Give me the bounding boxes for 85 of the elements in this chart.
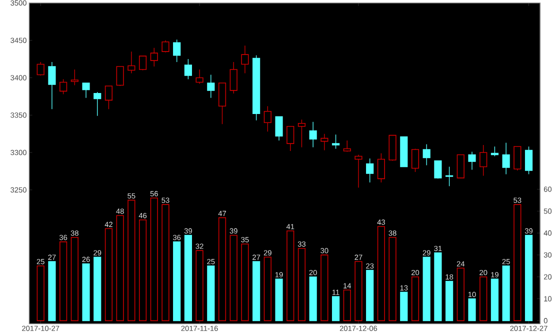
bar xyxy=(524,235,533,322)
candlestick xyxy=(184,58,192,80)
bar xyxy=(173,242,181,322)
candlestick xyxy=(173,39,181,63)
candlestick xyxy=(309,122,317,148)
candlestick xyxy=(343,140,351,152)
bar xyxy=(309,276,317,322)
candlestick xyxy=(411,148,420,172)
candlestick xyxy=(456,154,464,179)
bar xyxy=(298,248,306,322)
candlestick xyxy=(150,48,158,68)
bar xyxy=(514,204,522,322)
bar xyxy=(286,230,294,322)
candlestick xyxy=(207,74,215,98)
bar xyxy=(502,266,510,322)
candlestick xyxy=(60,79,68,95)
candlestick xyxy=(332,134,340,150)
candlestick xyxy=(354,154,362,188)
candlestick xyxy=(104,86,113,110)
bar xyxy=(343,290,351,322)
bar xyxy=(275,278,283,322)
bar xyxy=(490,278,499,322)
bar xyxy=(332,296,340,322)
candlestick xyxy=(286,126,294,152)
candlestick xyxy=(422,144,430,166)
bar xyxy=(446,281,454,322)
bar xyxy=(366,270,374,322)
candlestick xyxy=(446,166,454,187)
bar xyxy=(422,256,430,322)
bar xyxy=(36,266,44,322)
bar xyxy=(264,256,272,322)
candlestick xyxy=(241,45,249,74)
bar xyxy=(184,235,192,322)
candlestick xyxy=(490,146,499,157)
candlestick xyxy=(70,69,78,86)
bar xyxy=(377,226,385,322)
candlestick xyxy=(128,51,136,74)
bar xyxy=(162,204,170,322)
bar xyxy=(128,200,136,322)
bar xyxy=(252,261,260,322)
bar xyxy=(320,254,328,322)
candlestick xyxy=(320,134,328,151)
bar xyxy=(241,244,249,322)
candlestick xyxy=(524,146,533,175)
bar xyxy=(48,261,56,322)
candlestick xyxy=(138,56,147,71)
bar xyxy=(82,263,90,322)
candlestick xyxy=(94,92,102,116)
candlestick xyxy=(514,146,522,171)
candlestick xyxy=(298,119,306,148)
candlestick xyxy=(480,144,488,176)
bar xyxy=(116,215,124,322)
candlestick xyxy=(275,116,283,142)
bar xyxy=(354,261,362,322)
candlestick xyxy=(230,62,238,94)
bar xyxy=(456,268,464,322)
candlestick xyxy=(377,153,385,183)
candlestick xyxy=(36,62,44,76)
bar xyxy=(230,235,238,322)
bar xyxy=(70,237,78,322)
candlestick xyxy=(116,66,124,86)
candlestick xyxy=(468,152,476,170)
bar xyxy=(468,298,476,322)
bar xyxy=(411,276,420,322)
bar xyxy=(400,292,408,322)
bar xyxy=(94,256,102,322)
candlestick xyxy=(48,62,56,110)
bar xyxy=(138,220,147,322)
candlestick xyxy=(264,106,272,132)
candlestick xyxy=(218,82,226,125)
bar xyxy=(388,237,396,322)
bar xyxy=(104,228,113,322)
candlestick xyxy=(502,142,510,175)
candlestick xyxy=(82,82,90,98)
candlestick xyxy=(196,69,204,84)
bar xyxy=(60,242,68,322)
candlestick xyxy=(162,40,170,53)
bar xyxy=(207,266,215,322)
candlestick xyxy=(366,158,374,183)
bar xyxy=(480,276,488,322)
bar xyxy=(150,198,158,322)
candlestick xyxy=(434,160,442,180)
bar xyxy=(196,250,204,322)
bar xyxy=(218,217,226,322)
bar xyxy=(434,252,442,322)
